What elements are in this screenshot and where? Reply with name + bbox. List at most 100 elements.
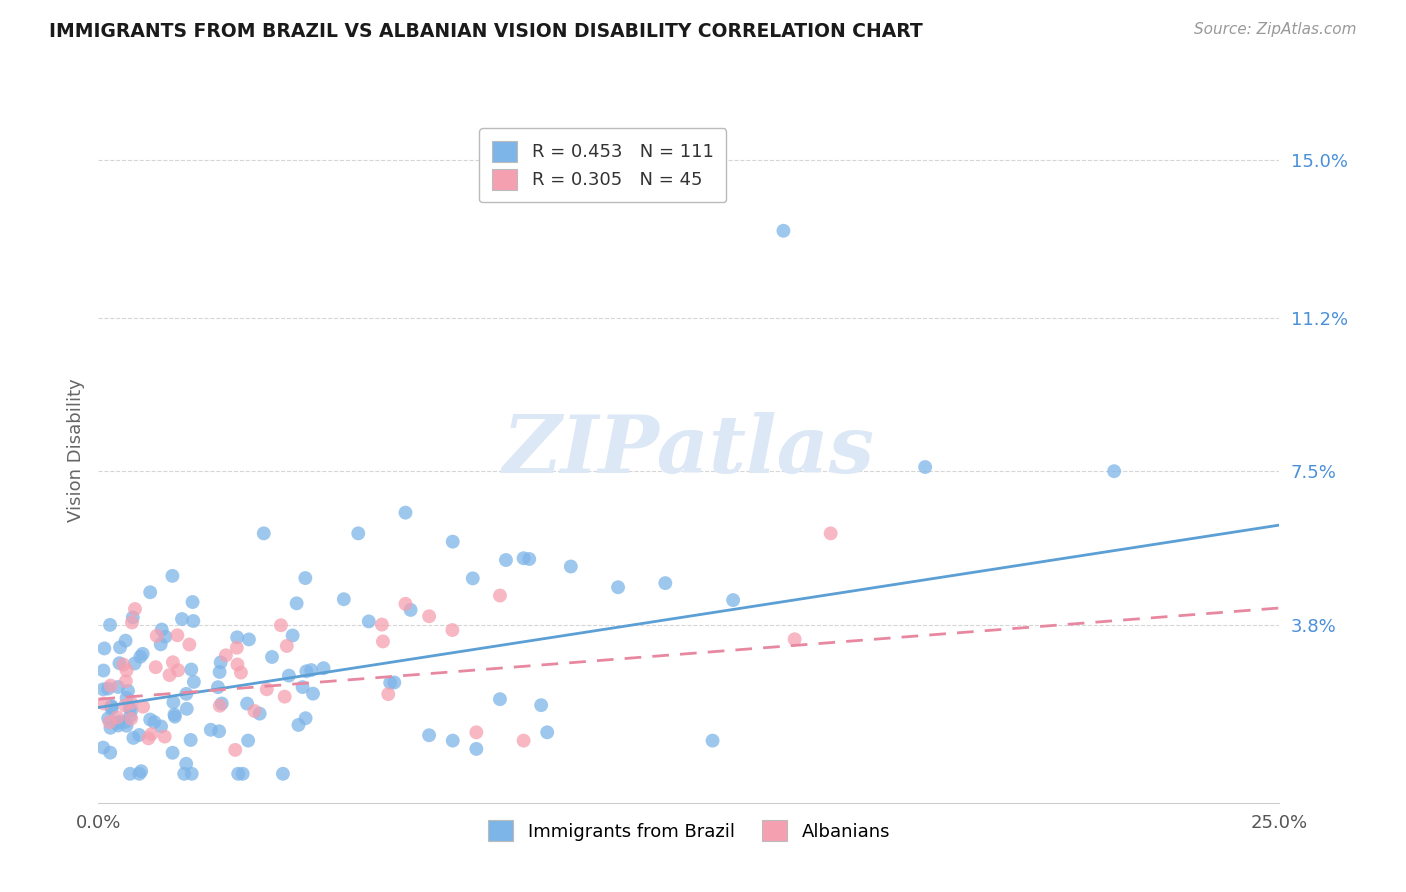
Point (530, 698, 553, 713)
Point (357, 615, 380, 629)
Point (377, 687, 399, 701)
Point (225, 640, 247, 655)
Point (285, 596, 308, 610)
Point (371, 634, 394, 648)
Point (226, 657, 249, 672)
Point (287, 718, 309, 732)
Point (238, 632, 260, 647)
Point (150, 719, 173, 733)
Point (100, 721, 122, 735)
Point (176, 702, 198, 716)
Point (208, 665, 231, 679)
Point (273, 690, 295, 704)
Point (294, 711, 316, 725)
Point (108, 640, 131, 655)
Point (115, 690, 138, 705)
Point (181, 595, 204, 609)
Point (166, 628, 188, 642)
Point (145, 660, 167, 674)
Point (105, 710, 128, 724)
Point (120, 712, 142, 726)
Text: Source: ZipAtlas.com: Source: ZipAtlas.com (1194, 22, 1357, 37)
Point (654, 576, 676, 591)
Point (236, 733, 259, 747)
Point (281, 628, 304, 642)
Point (312, 661, 335, 675)
Point (465, 725, 488, 739)
Point (138, 731, 160, 746)
Point (122, 731, 145, 745)
Point (536, 725, 558, 739)
Point (302, 687, 325, 701)
Point (163, 707, 186, 722)
Point (200, 723, 222, 737)
Point (124, 657, 146, 671)
Point (97, 711, 120, 725)
Point (512, 551, 534, 566)
Point (120, 709, 142, 723)
Point (207, 680, 229, 694)
Point (97, 681, 120, 696)
Point (153, 730, 176, 744)
Point (226, 766, 249, 780)
Point (121, 610, 143, 624)
Point (100, 699, 122, 714)
Point (91, 740, 114, 755)
Point (179, 638, 201, 652)
Point (176, 687, 198, 701)
Point (783, 632, 806, 647)
Point (107, 680, 129, 694)
Point (100, 702, 122, 716)
Point (243, 704, 266, 718)
Point (271, 766, 294, 780)
Point (291, 680, 314, 694)
Point (180, 766, 202, 780)
Point (489, 692, 512, 706)
Point (114, 674, 136, 689)
Point (117, 684, 139, 698)
Point (115, 719, 138, 733)
Point (114, 698, 136, 713)
Point (394, 597, 416, 611)
Point (256, 682, 278, 697)
Point (181, 614, 204, 628)
Point (277, 668, 299, 682)
Point (249, 706, 271, 721)
Point (98, 746, 121, 760)
Point (772, 224, 794, 238)
Point (167, 663, 190, 677)
Point (141, 727, 163, 741)
Point (224, 743, 246, 757)
Point (702, 733, 724, 747)
Point (114, 714, 136, 729)
Point (560, 559, 582, 574)
Point (105, 716, 128, 731)
Point (129, 764, 152, 779)
Point (253, 526, 276, 541)
Point (159, 668, 181, 682)
Point (173, 766, 195, 780)
Point (211, 697, 233, 711)
Point (162, 695, 184, 709)
Point (108, 657, 131, 671)
Point (129, 649, 152, 664)
Point (1102, 464, 1125, 478)
Point (461, 571, 484, 585)
Point (163, 709, 186, 723)
Point (118, 700, 141, 714)
Point (100, 679, 122, 693)
Point (512, 733, 534, 747)
Point (128, 728, 150, 742)
Point (162, 655, 184, 669)
Point (517, 552, 540, 566)
Point (145, 629, 167, 643)
Point (394, 506, 416, 520)
Point (232, 766, 254, 780)
Point (108, 714, 131, 729)
Point (607, 580, 630, 594)
Point (128, 766, 150, 780)
Point (347, 526, 370, 541)
Point (399, 603, 422, 617)
Point (215, 648, 238, 663)
Point (162, 746, 184, 760)
